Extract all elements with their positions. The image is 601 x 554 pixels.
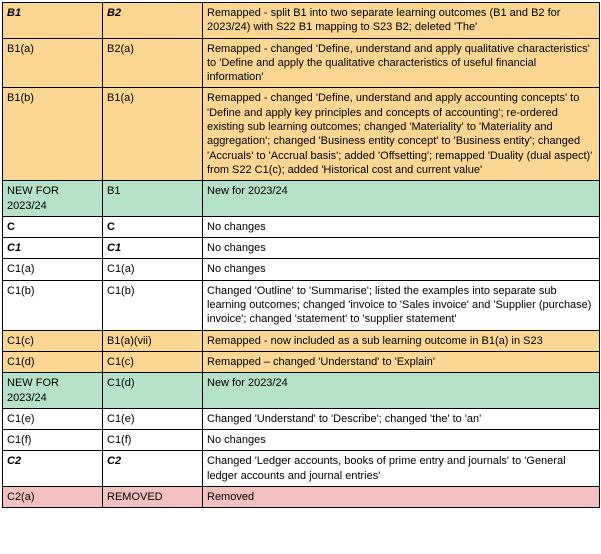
table-row: B1B2Remapped - split B1 into two separat… <box>3 3 600 39</box>
cell-col3: Remapped - changed 'Define, understand a… <box>203 38 600 88</box>
cell-col2: B2 <box>103 3 203 39</box>
cell-col2: C1(d) <box>103 373 203 409</box>
table-row: C1(d)C1(c)Remapped – changed 'Understand… <box>3 351 600 372</box>
table-row: C1(f)C1(f)No changes <box>3 430 600 451</box>
table-row: NEW FOR 2023/24C1(d)New for 2023/24 <box>3 373 600 409</box>
cell-col1: C <box>3 216 103 237</box>
table-row: C1(b)C1(b)Changed 'Outline' to 'Summaris… <box>3 280 600 330</box>
cell-col3: Remapped - now included as a sub learnin… <box>203 330 600 351</box>
table-row: B1(b)B1(a)Remapped - changed 'Define, un… <box>3 88 600 181</box>
table-row: C1C1No changes <box>3 238 600 259</box>
cell-col1: NEW FOR 2023/24 <box>3 373 103 409</box>
cell-col3: No changes <box>203 430 600 451</box>
cell-col1: C1 <box>3 238 103 259</box>
cell-col1: C1(e) <box>3 408 103 429</box>
cell-col2: B2(a) <box>103 38 203 88</box>
cell-col2: C <box>103 216 203 237</box>
cell-col2: REMOVED <box>103 487 203 508</box>
cell-col2: C1(e) <box>103 408 203 429</box>
table-row: NEW FOR 2023/24B1New for 2023/24 <box>3 181 600 217</box>
cell-col3: Changed 'Outline' to 'Summarise'; listed… <box>203 280 600 330</box>
cell-col1: C2(a) <box>3 487 103 508</box>
cell-col1: B1(b) <box>3 88 103 181</box>
table-row: C2(a)REMOVEDRemoved <box>3 487 600 508</box>
cell-col3: Remapped - split B1 into two separate le… <box>203 3 600 39</box>
mapping-table-body: B1B2Remapped - split B1 into two separat… <box>3 3 600 508</box>
cell-col2: C1(f) <box>103 430 203 451</box>
cell-col2: C2 <box>103 451 203 487</box>
cell-col1: C1(b) <box>3 280 103 330</box>
cell-col1: C1(d) <box>3 351 103 372</box>
cell-col3: No changes <box>203 259 600 280</box>
cell-col2: C1(c) <box>103 351 203 372</box>
table-row: C1(c)B1(a)(vii)Remapped - now included a… <box>3 330 600 351</box>
cell-col1: NEW FOR 2023/24 <box>3 181 103 217</box>
cell-col2: B1(a)(vii) <box>103 330 203 351</box>
cell-col3: Removed <box>203 487 600 508</box>
cell-col1: B1 <box>3 3 103 39</box>
cell-col3: New for 2023/24 <box>203 373 600 409</box>
cell-col1: C1(c) <box>3 330 103 351</box>
cell-col3: No changes <box>203 216 600 237</box>
cell-col3: Changed 'Understand' to 'Describe'; chan… <box>203 408 600 429</box>
cell-col3: Remapped – changed 'Understand' to 'Expl… <box>203 351 600 372</box>
table-row: B1(a)B2(a)Remapped - changed 'Define, un… <box>3 38 600 88</box>
cell-col3: New for 2023/24 <box>203 181 600 217</box>
cell-col1: C1(f) <box>3 430 103 451</box>
cell-col1: C1(a) <box>3 259 103 280</box>
mapping-table: B1B2Remapped - split B1 into two separat… <box>2 2 600 508</box>
cell-col1: B1(a) <box>3 38 103 88</box>
table-row: C1(a)C1(a)No changes <box>3 259 600 280</box>
cell-col2: C1(a) <box>103 259 203 280</box>
table-row: C2C2Changed 'Ledger accounts, books of p… <box>3 451 600 487</box>
cell-col2: B1 <box>103 181 203 217</box>
cell-col2: B1(a) <box>103 88 203 181</box>
table-row: C1(e)C1(e)Changed 'Understand' to 'Descr… <box>3 408 600 429</box>
cell-col3: Remapped - changed 'Define, understand a… <box>203 88 600 181</box>
table-row: CCNo changes <box>3 216 600 237</box>
cell-col3: No changes <box>203 238 600 259</box>
cell-col1: C2 <box>3 451 103 487</box>
cell-col3: Changed 'Ledger accounts, books of prime… <box>203 451 600 487</box>
cell-col2: C1 <box>103 238 203 259</box>
cell-col2: C1(b) <box>103 280 203 330</box>
